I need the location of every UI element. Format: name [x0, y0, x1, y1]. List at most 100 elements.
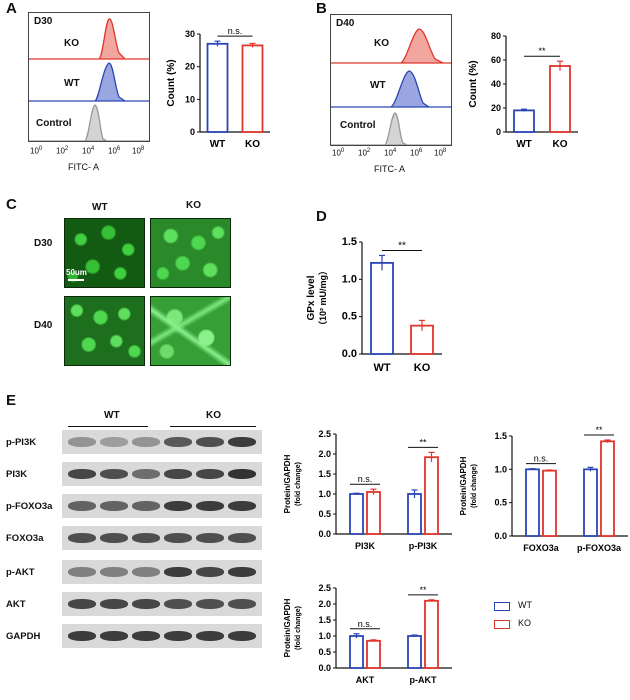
panel-a-control-label: Control	[36, 118, 72, 129]
x-category-label: WT	[373, 362, 390, 374]
legend-wt-label: WT	[518, 600, 532, 610]
y-tick-label: 20	[491, 103, 501, 113]
blot-label-gapdh: GAPDH	[6, 631, 41, 642]
y-tick-label: 10	[185, 94, 195, 104]
blot-band	[228, 437, 256, 447]
blot-band	[196, 631, 224, 641]
y-axis-label: Protein/GAPDH	[283, 454, 292, 513]
y-tick-label: 2.0	[318, 599, 331, 609]
y-axis-label-unit: (fold change)	[295, 462, 302, 506]
x-category-label: KO	[553, 139, 568, 150]
panel-b-bar-chart: 0 20 40 60 80 Count (%) WT KO **	[468, 31, 578, 150]
control-histogram	[331, 112, 451, 146]
bar	[366, 491, 381, 535]
panel-b-control-label: Control	[340, 120, 376, 131]
bar	[206, 42, 229, 133]
y-axis-label-unit: （10² mU/mg）	[318, 266, 328, 330]
blot-band	[164, 501, 192, 511]
blot-band	[196, 599, 224, 609]
blot-band	[68, 599, 96, 609]
blot-group-wt: WT	[104, 410, 120, 421]
blot-band	[164, 599, 192, 609]
panel-c-col-ko: KO	[186, 200, 201, 211]
panel-a-day-label: D30	[34, 16, 53, 27]
panel-a-flow-svg	[29, 18, 149, 142]
blot-strip-p-akt	[62, 560, 262, 584]
legend-wt-swatch	[494, 602, 510, 611]
panel-c-row-d40: D40	[34, 320, 53, 331]
bar	[241, 44, 264, 133]
y-tick-label: 30	[185, 29, 195, 39]
significance-label: n.s.	[228, 26, 243, 36]
x-category-label: KO	[245, 139, 260, 150]
panel-a-bar-chart: 0 10 20 30 Count (%) WT KO n.s.	[166, 26, 270, 150]
y-tick-label: 2.0	[318, 449, 331, 459]
blot-group-ko-line	[170, 426, 256, 427]
blot-band	[132, 469, 160, 479]
blot-label-foxo3a: FOXO3a	[6, 533, 44, 544]
y-tick-label: 60	[491, 55, 501, 65]
blot-band	[100, 437, 128, 447]
blot-band	[196, 567, 224, 577]
blot-label-p-foxo3a: p-FOXO3a	[6, 501, 53, 512]
panel-e-pi3k-chart: 0.0 0.5 1.0 1.5 2.0 2.5 Protein/GAPDH (fold cha…	[283, 429, 452, 551]
blot-label-p-pi3k: p-PI3K	[6, 437, 37, 448]
y-axis-label: Count (%)	[166, 59, 177, 106]
ko-histogram	[29, 18, 149, 60]
bar	[525, 468, 540, 537]
panel-e-foxo3a-chart: 0.0 0.5 1.0 1.5 Protein/GAPDH (fold change) FO…	[459, 425, 628, 553]
panel-a-letter: A	[6, 0, 17, 17]
y-tick-label: 0.0	[318, 663, 331, 673]
blot-band	[132, 437, 160, 447]
y-tick-label: 0.5	[318, 647, 331, 657]
significance-label: **	[419, 437, 427, 447]
y-tick-label: 1.5	[318, 615, 331, 625]
bar	[583, 468, 598, 537]
y-tick-label: 1.5	[494, 431, 507, 441]
significance-label: **	[419, 585, 427, 595]
blot-band	[100, 567, 128, 577]
significance-label: n.s.	[358, 619, 373, 629]
ko-histogram	[331, 28, 451, 64]
x-category-label: WT	[516, 139, 532, 150]
panel-b-ko-label: KO	[374, 38, 389, 49]
bar	[370, 262, 394, 355]
blot-band	[68, 533, 96, 543]
blot-band	[100, 599, 128, 609]
significance-label: **	[595, 425, 603, 435]
bar	[349, 635, 364, 669]
blot-band	[228, 631, 256, 641]
y-tick-label: 0.5	[342, 311, 357, 323]
blot-group-wt-line	[68, 426, 148, 427]
bar	[424, 456, 439, 535]
bar	[349, 493, 364, 535]
x-category-label: FOXO3a	[523, 543, 560, 553]
x-category-label: AKT	[356, 675, 375, 685]
blot-group-ko: KO	[206, 410, 221, 421]
y-tick-label: 0	[496, 127, 501, 137]
blot-band	[68, 631, 96, 641]
blot-strip-foxo3a	[62, 526, 262, 550]
control-histogram	[29, 104, 149, 142]
blot-band	[132, 533, 160, 543]
panel-a-x-axis-label: FITC- A	[68, 162, 99, 172]
micrograph-wt-d40	[64, 296, 145, 366]
blot-band	[164, 437, 192, 447]
y-tick-label: 0.0	[494, 531, 507, 541]
significance-label: **	[398, 240, 406, 251]
micrograph-ko-d30	[150, 218, 231, 288]
blot-label-pi3k: PI3K	[6, 469, 28, 480]
y-tick-label: 1.0	[342, 273, 357, 285]
bar	[407, 493, 422, 535]
panel-d-bar-chart: 0.0 0.5 1.0 1.5 GPx level （10² mU/mg） WT KO **	[306, 236, 442, 374]
blot-band	[228, 501, 256, 511]
blot-band	[228, 567, 256, 577]
scale-bar	[68, 279, 84, 281]
y-tick-label: 0	[190, 127, 195, 137]
blot-band	[196, 501, 224, 511]
y-axis-label-unit: (fold change)	[295, 606, 302, 650]
blot-band	[68, 437, 96, 447]
panel-b-wt-label: WT	[370, 80, 386, 91]
wt-histogram	[29, 62, 149, 102]
y-tick-label: 1.5	[318, 469, 331, 479]
